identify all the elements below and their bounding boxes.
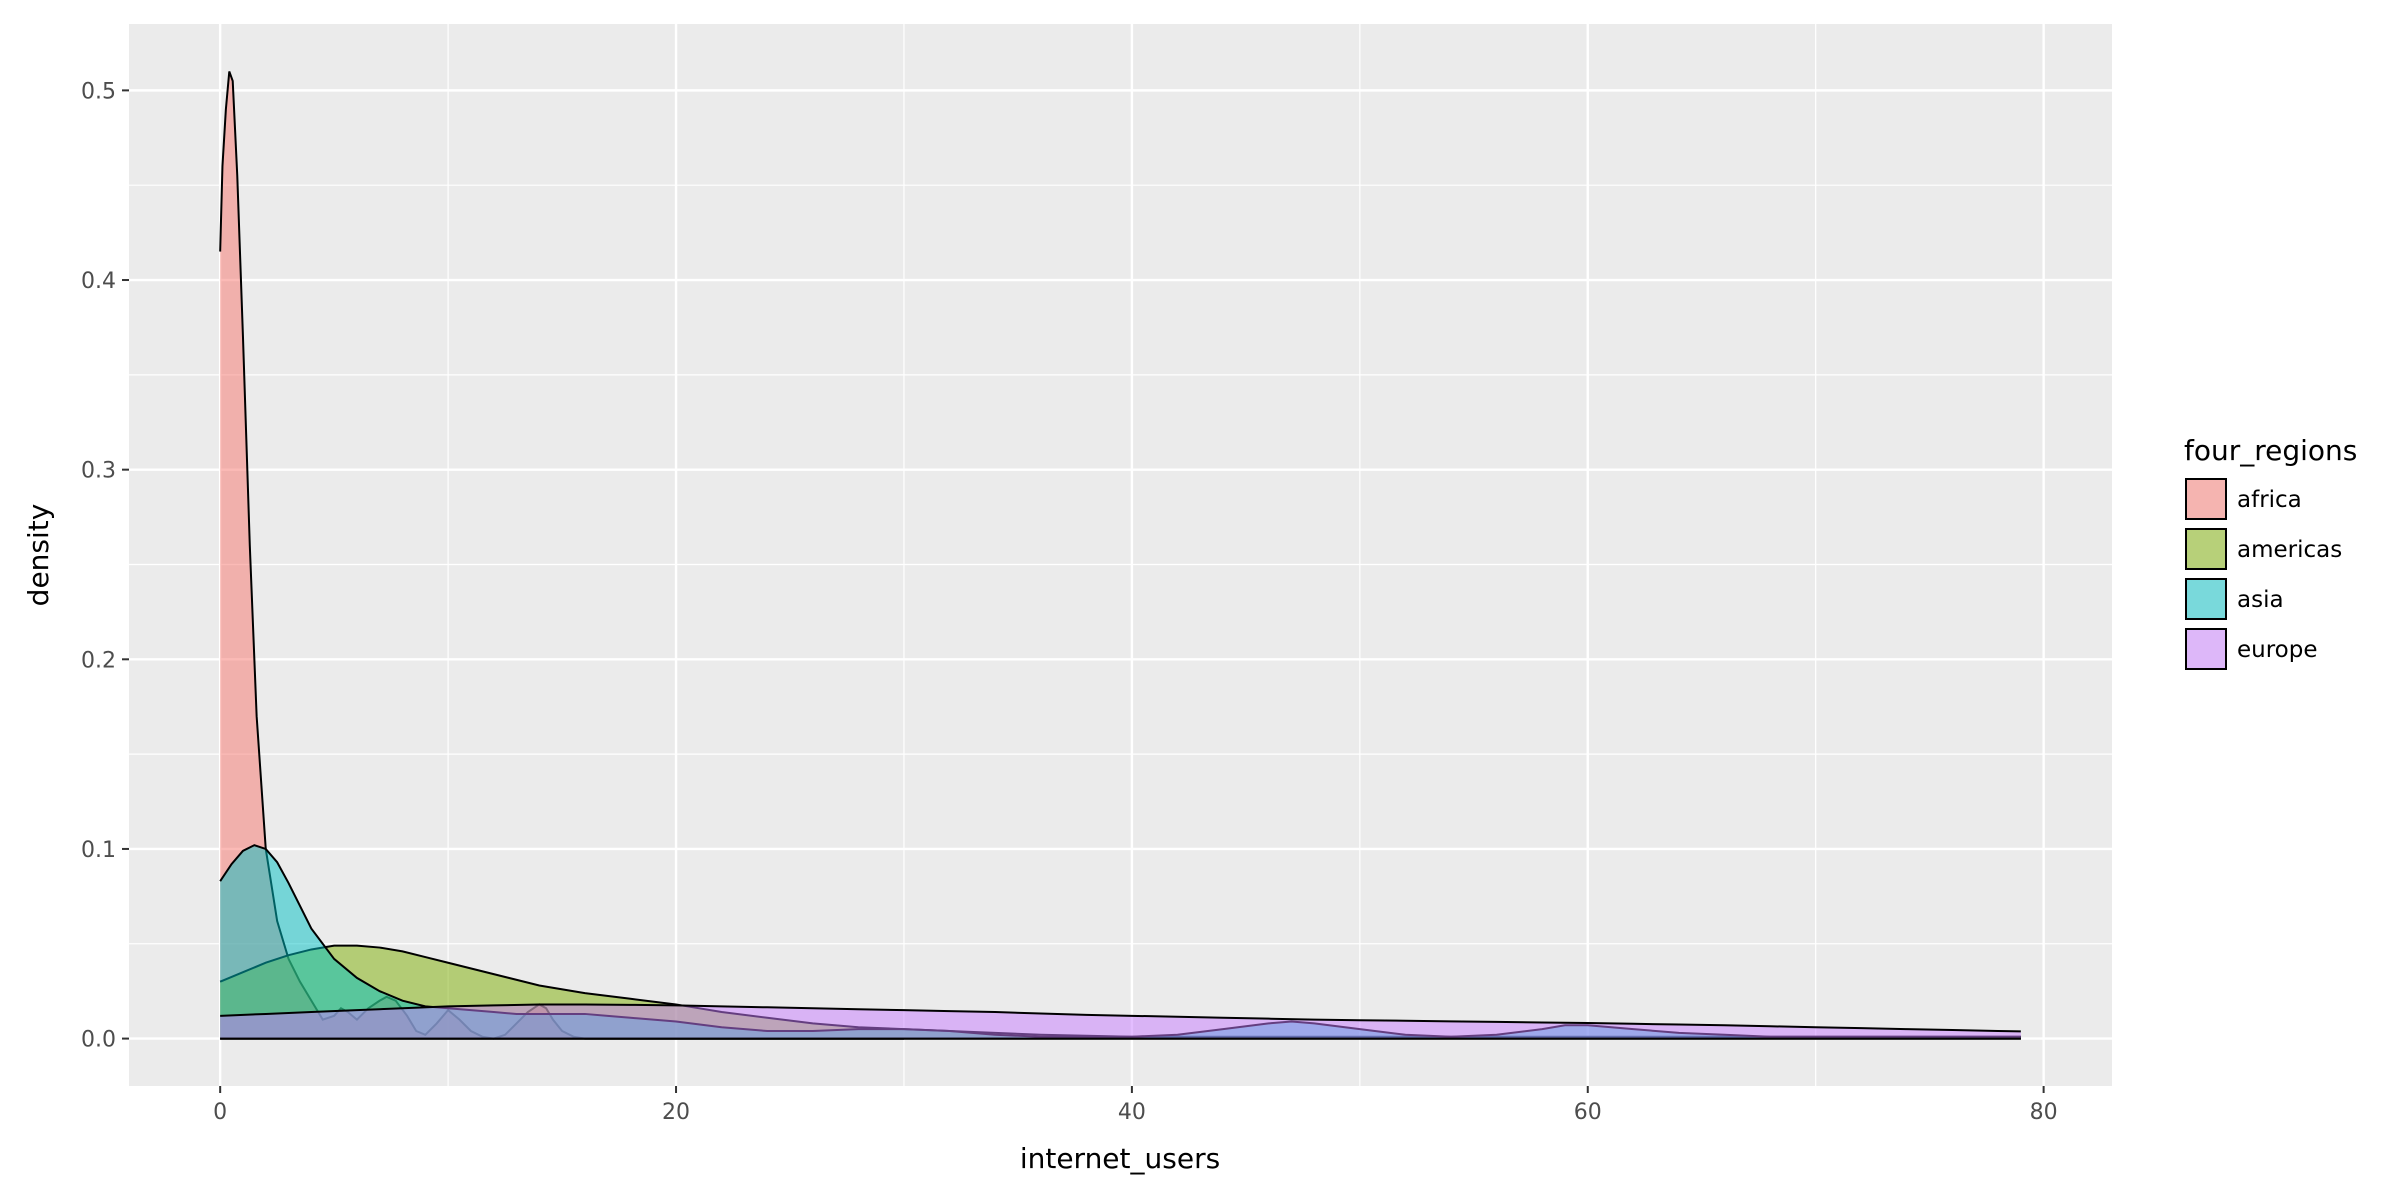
y-tick-label: 0.1 [81,838,116,863]
density-line-europe [220,1003,2021,1033]
legend: four_regions africa americas asia europe [2184,434,2357,670]
panel-background [129,24,2112,1086]
legend-label-africa: africa [2237,487,2302,513]
legend-title: four_regions [2184,434,2357,467]
legend-keys: africa americas asia europe [2185,478,2342,670]
legend-label-americas: americas [2237,537,2342,563]
legend-label-europe: europe [2237,637,2318,663]
x-tick-label: 80 [2030,1100,2058,1125]
y-tick-label: 0.5 [81,79,116,104]
legend-swatch-europe [2185,628,2227,670]
y-tick-label: 0.4 [81,269,116,294]
density-areas [219,71,2021,1040]
x-axis: 0 20 40 60 80 [213,1086,2058,1125]
x-tick-label: 60 [1574,1100,1602,1125]
y-axis: 0.0 0.1 0.2 0.3 0.4 0.5 [81,79,129,1053]
y-tick-label: 0.3 [81,459,116,484]
grid-minor [129,24,2112,1086]
legend-swatch-africa [2185,478,2227,520]
legend-label-asia: asia [2237,587,2284,613]
legend-swatch-asia [2185,578,2227,620]
x-axis-title: internet_users [1020,1142,1220,1175]
grid-major [129,24,2112,1086]
x-tick-label: 0 [213,1100,227,1125]
x-tick-label: 20 [662,1100,690,1125]
y-axis-title: density [22,504,55,607]
area-europe [220,1004,2021,1039]
legend-swatch-americas [2185,528,2227,570]
y-tick-label: 0.0 [81,1028,116,1053]
y-tick-label: 0.2 [81,648,116,673]
x-tick-label: 40 [1118,1100,1146,1125]
